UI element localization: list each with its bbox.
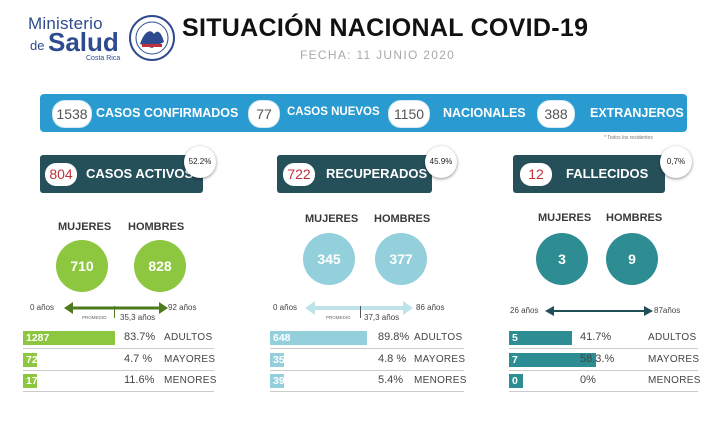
deaths-count: 12 bbox=[520, 163, 552, 186]
new-cases-label: CASOS NUEVOS bbox=[287, 106, 380, 118]
recovered-men-circle: 377 bbox=[375, 233, 427, 285]
recovered-pct-mayores: 4.8 % bbox=[378, 353, 407, 365]
report-date: FECHA: 11 JUNIO 2020 bbox=[300, 48, 456, 62]
recovered-age-min: 0 años bbox=[273, 303, 298, 312]
summary-banner bbox=[40, 94, 687, 132]
logo-country-text: Costa Rica bbox=[86, 55, 121, 62]
active-age-range-arrow bbox=[64, 302, 168, 314]
deaths-row-divider bbox=[509, 391, 698, 392]
deaths-women-label: MUJERES bbox=[538, 212, 592, 224]
deaths-cat-mayores: MAYORES bbox=[648, 354, 700, 365]
recovered-avg-value: 37,3 años bbox=[364, 313, 400, 322]
active-pct-mayores: 4.7 % bbox=[124, 353, 153, 365]
recovered-row-divider bbox=[270, 348, 464, 349]
deaths-row-divider bbox=[509, 370, 698, 371]
active-row-divider bbox=[23, 370, 214, 371]
active-women-circle: 710 bbox=[56, 240, 108, 292]
deaths-bar-menores: 0 bbox=[509, 374, 523, 388]
deaths-age-max: 87años bbox=[654, 306, 681, 315]
recovered-women-circle: 345 bbox=[303, 233, 355, 285]
deaths-cat-adultos: ADULTOS bbox=[648, 332, 697, 343]
recovered-row-divider bbox=[270, 391, 464, 392]
deaths-pct-menores: 0% bbox=[580, 374, 596, 386]
active-men-circle: 828 bbox=[134, 240, 186, 292]
deaths-percent: 0,7% bbox=[660, 146, 692, 178]
recovered-women-label: MUJERES bbox=[305, 213, 359, 225]
ministry-seal-icon bbox=[129, 15, 175, 61]
active-cases-percent: 52.2% bbox=[184, 146, 216, 178]
active-women-label: MUJERES bbox=[58, 221, 112, 233]
active-cat-menores: MENORES bbox=[164, 375, 217, 386]
deaths-pct-adultos: 41.7% bbox=[580, 331, 612, 343]
active-age-min: 0 años bbox=[30, 303, 55, 312]
active-cases-count: 804 bbox=[45, 163, 77, 186]
active-pct-menores: 11.6% bbox=[124, 374, 155, 386]
active-row-divider bbox=[23, 391, 214, 392]
recovered-cat-adultos: ADULTOS bbox=[414, 332, 463, 343]
national-count: 1150 bbox=[388, 100, 430, 128]
deaths-bar-adultos: 5 bbox=[509, 331, 572, 345]
national-label: NACIONALES bbox=[443, 106, 526, 120]
deaths-cat-menores: MENORES bbox=[648, 375, 701, 386]
deaths-row-divider bbox=[509, 348, 698, 349]
recovered-bar-mayores: 35 bbox=[270, 353, 285, 367]
active-avg-tick bbox=[114, 306, 115, 318]
active-bar-menores: 179 bbox=[23, 374, 44, 388]
deaths-pct-mayores: 58.3.% bbox=[580, 353, 615, 365]
active-bar-adultos: 1287 bbox=[23, 331, 115, 345]
active-avg-label: PROMEDIO bbox=[82, 315, 107, 320]
deaths-women-circle: 3 bbox=[536, 233, 588, 285]
recovered-row-divider bbox=[270, 370, 464, 371]
residents-note: * Todos los residentes bbox=[604, 135, 653, 141]
confirmed-label: CASOS CONFIRMADOS bbox=[96, 106, 239, 120]
recovered-pct-adultos: 89.8% bbox=[378, 331, 410, 343]
deaths-men-circle: 9 bbox=[606, 233, 658, 285]
logo-de-text: de bbox=[30, 38, 45, 53]
active-age-max: 92 años bbox=[168, 303, 197, 312]
recovered-cat-menores: MENORES bbox=[414, 375, 467, 386]
deaths-age-min: 26 años bbox=[510, 306, 539, 315]
recovered-cat-mayores: MAYORES bbox=[414, 354, 466, 365]
recovered-count: 722 bbox=[283, 163, 315, 186]
active-cat-mayores: MAYORES bbox=[164, 354, 216, 365]
active-cases-label: CASOS ACTIVOS bbox=[86, 166, 194, 181]
active-bar-mayores: 72 bbox=[23, 353, 38, 367]
active-men-label: HOMBRES bbox=[128, 221, 185, 233]
recovered-avg-label: PROMEDIO bbox=[326, 315, 351, 320]
foreign-label: EXTRANJEROS bbox=[590, 106, 684, 120]
recovered-bar-adultos: 648 bbox=[270, 331, 367, 345]
deaths-age-range-arrow bbox=[545, 306, 653, 316]
recovered-men-label: HOMBRES bbox=[374, 213, 431, 225]
recovered-bar-menores: 39 bbox=[270, 374, 285, 388]
recovered-age-range-arrow bbox=[305, 301, 413, 315]
deaths-bar-mayores: 7 bbox=[509, 353, 596, 367]
logo-ministerio-text: Ministerio bbox=[28, 14, 103, 33]
recovered-age-max: 86 años bbox=[416, 303, 445, 312]
confirmed-count: 1538 bbox=[52, 100, 92, 128]
recovered-pct-menores: 5.4% bbox=[378, 374, 404, 386]
page-title: SITUACIÓN NACIONAL COVID-19 bbox=[182, 14, 589, 42]
logo-salud-text: Salud bbox=[48, 27, 119, 57]
recovered-avg-tick bbox=[360, 306, 361, 318]
active-cat-adultos: ADULTOS bbox=[164, 332, 213, 343]
deaths-label: FALLECIDOS bbox=[566, 166, 649, 181]
deaths-men-label: HOMBRES bbox=[606, 212, 663, 224]
active-pct-adultos: 83.7% bbox=[124, 331, 156, 343]
active-row-divider bbox=[23, 348, 214, 349]
active-avg-value: 35,3 años bbox=[120, 313, 156, 322]
recovered-label: RECUPERADOS bbox=[326, 166, 428, 181]
new-cases-count: 77 bbox=[248, 100, 280, 128]
recovered-percent: 45.9% bbox=[425, 146, 457, 178]
foreign-count: 388 bbox=[537, 100, 575, 128]
